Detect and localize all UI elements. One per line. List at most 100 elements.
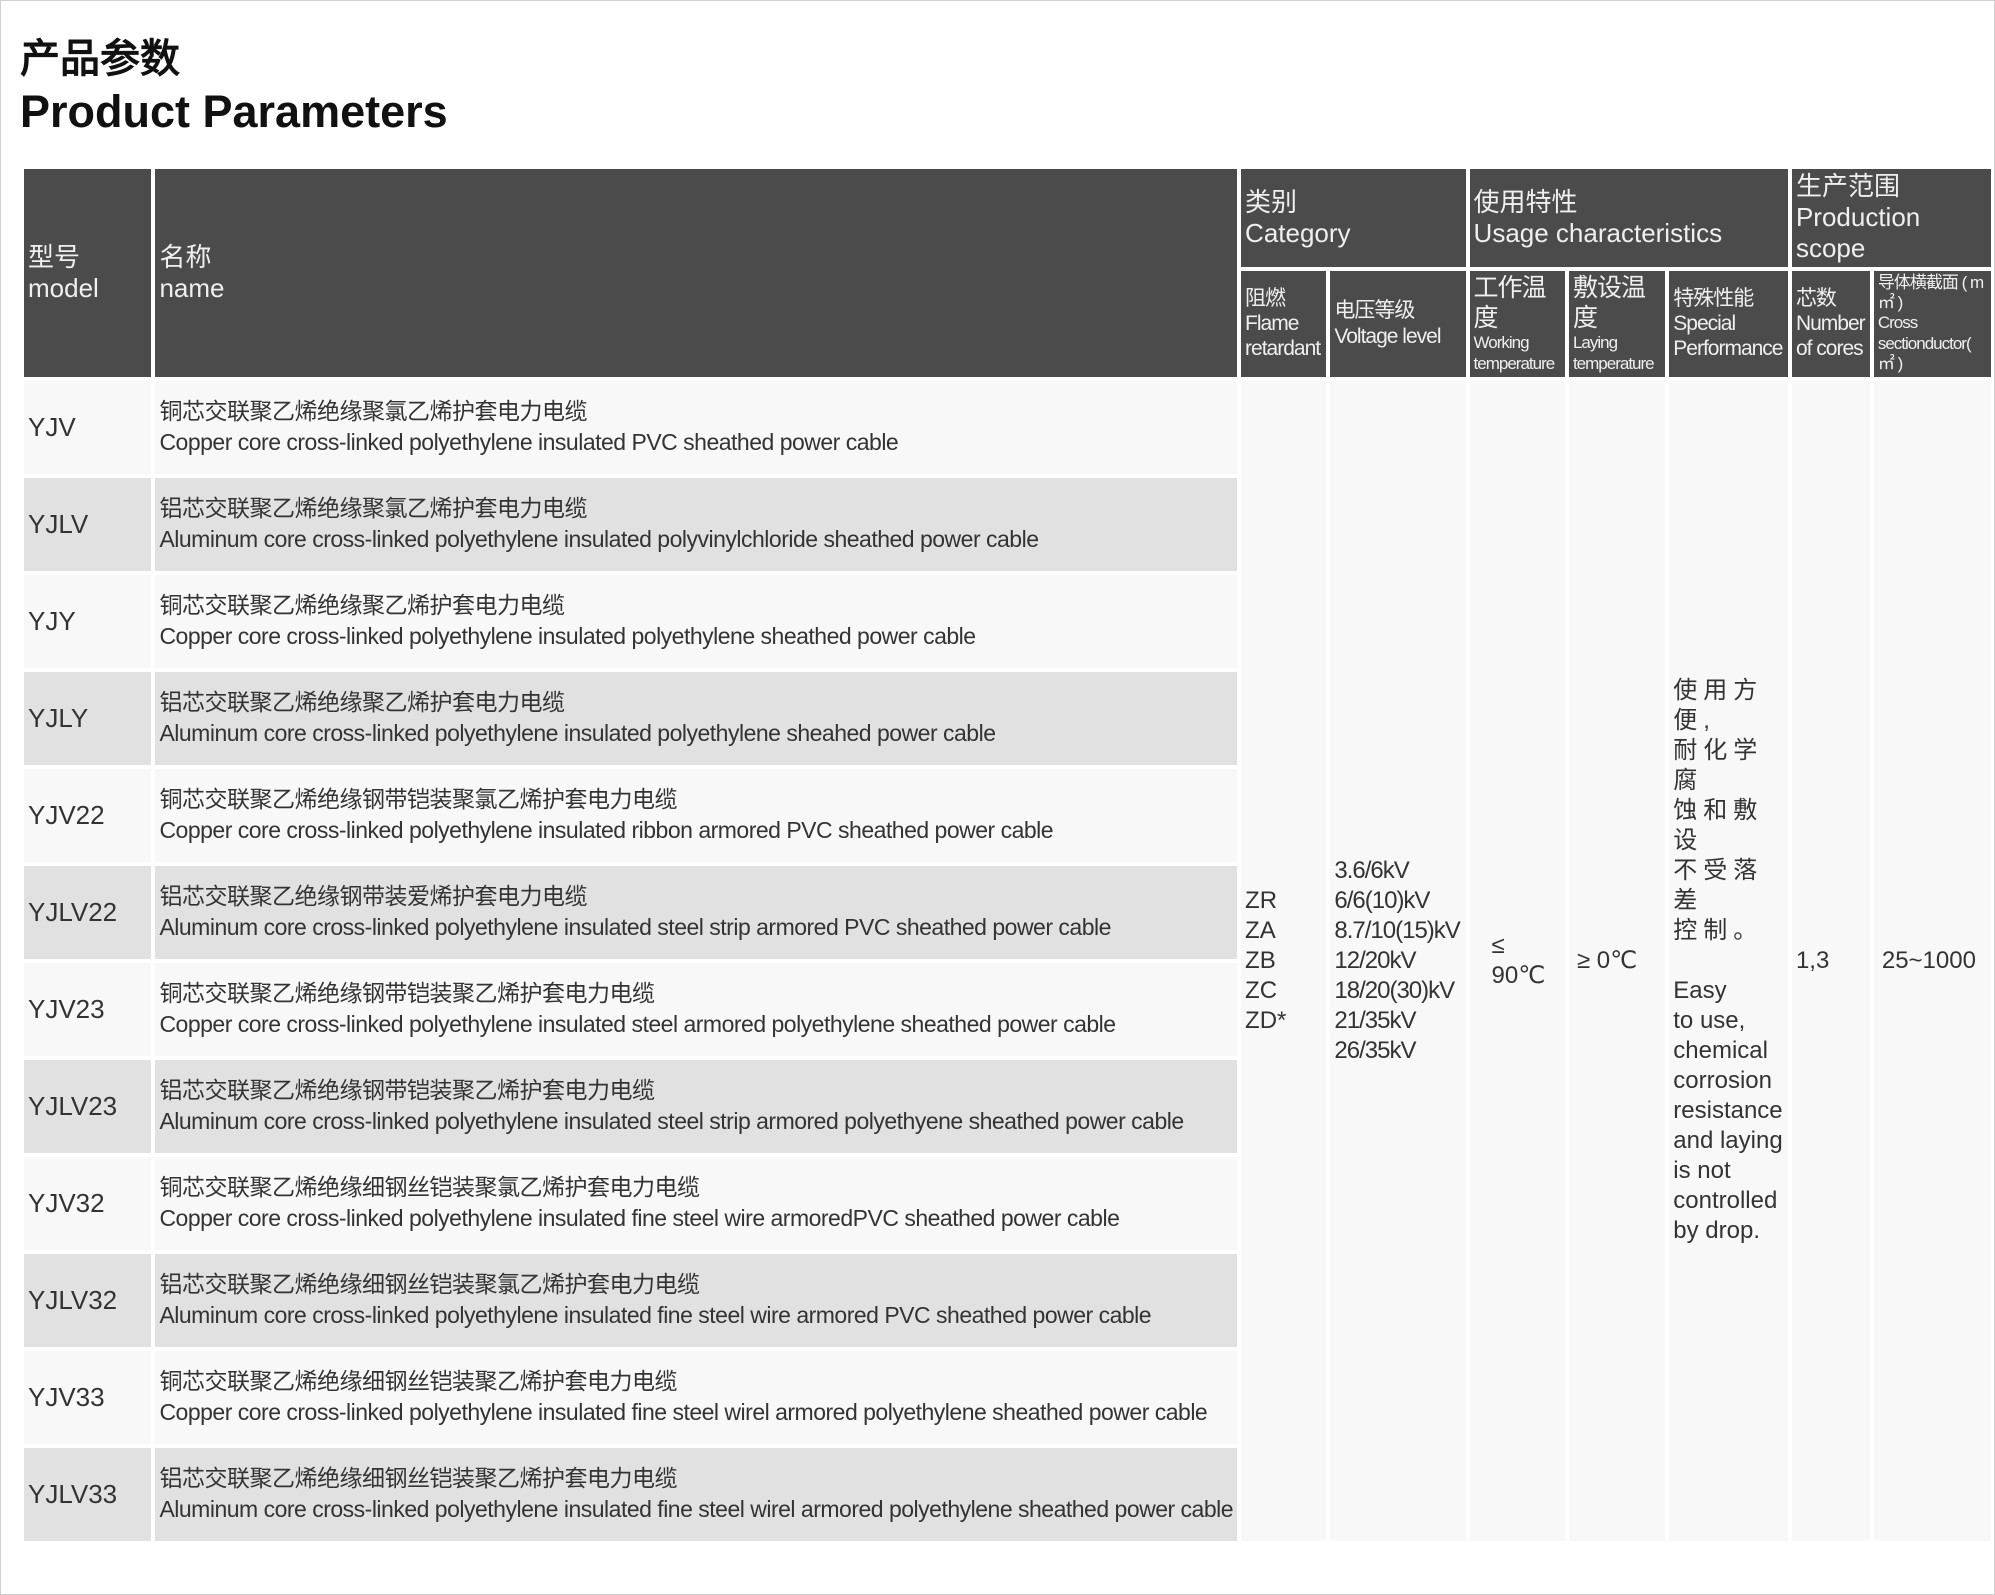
voltage-value: 12/20kV: [1334, 946, 1416, 974]
name-cn: 铝芯交联聚乙烯绝缘聚乙烯护套电力电缆: [159, 688, 565, 715]
header-special-cn: 特殊性能: [1673, 286, 1754, 310]
special-cn-line: 使用方便,: [1673, 676, 1764, 734]
header-usage: 使用特性 Usage characteristics: [1469, 169, 1788, 267]
name-en: Copper core cross-linked polyethylene in…: [159, 1205, 1120, 1232]
flame-retardant-cell: ZR ZA ZB ZC ZD*: [1241, 380, 1327, 1541]
model-cell: YJLV33: [24, 1447, 152, 1541]
name-cell: 铝芯交联聚乙绝缘钢带装爱烯护套电力电缆 Aluminum core cross-l…: [155, 865, 1238, 959]
name-cell: 铜芯交联聚乙烯绝缘聚乙烯护套电力电缆 Copper core cross-link…: [155, 574, 1238, 668]
voltage-level-cell: 3.6/6kV 6/6(10)kV 8.7/10(15)kV 12/20kV 18/20…: [1330, 380, 1466, 1541]
name-en: Copper core cross-linked polyethylene in…: [159, 623, 976, 650]
name-en: Copper core cross-linked polyethylene in…: [159, 429, 899, 456]
header-special-en2: Performance: [1673, 337, 1783, 361]
special-performance-cell: 使用方便, 耐化学腐 蚀和敷设 不受落差 控制。 Easy to use, chemical…: [1669, 380, 1788, 1541]
voltage-value: 26/35kV: [1334, 1036, 1416, 1064]
name-cn: 铜芯交联聚乙烯绝缘细钢丝铠装聚乙烯护套电力电缆: [159, 1367, 677, 1394]
header-category: 类别 Category: [1241, 169, 1466, 267]
header-name-cn: 名称: [159, 241, 212, 272]
table-body: YJV 铜芯交联聚乙烯绝缘聚氯乙烯护套电力电缆 Copper core cross-…: [24, 380, 1991, 1541]
flame-value: ZB: [1245, 946, 1276, 974]
name-cn: 铜芯交联聚乙烯绝缘聚氯乙烯护套电力电缆: [159, 397, 587, 424]
header-model: 型号 model: [24, 169, 152, 377]
name-cn: 铜芯交联聚乙烯绝缘聚乙烯护套电力电缆: [159, 591, 565, 618]
model-cell: YJLV: [24, 477, 152, 571]
flame-value: ZA: [1245, 916, 1276, 944]
name-cn: 铝芯交联聚乙烯绝缘细钢丝铠装聚氯乙烯护套电力电缆: [159, 1270, 700, 1297]
special-en-line: Easy: [1673, 976, 1727, 1004]
flame-value: ZR: [1245, 886, 1278, 914]
table-row: YJLV23 铝芯交联聚乙烯绝缘钢带铠装聚乙烯护套电力电缆 Aluminum cor…: [24, 1059, 1991, 1153]
header-cores: 芯数 Number of cores: [1791, 270, 1870, 377]
table-row: YJY 铜芯交联聚乙烯绝缘聚乙烯护套电力电缆 Copper core cross-l…: [24, 574, 1991, 668]
model-cell: YJLV23: [24, 1059, 152, 1153]
cores-cell: 1,3: [1791, 380, 1870, 1541]
name-cn: 铜芯交联聚乙烯绝缘细钢丝铠装聚氯乙烯护套电力电缆: [159, 1173, 700, 1200]
name-cell: 铝芯交联聚乙烯绝缘聚氯乙烯护套电力电缆 Aluminum core cross-l…: [155, 477, 1238, 571]
header-voltage-cn: 电压等级: [1334, 299, 1415, 323]
header-voltage-en: Voltage level: [1334, 324, 1441, 348]
table-row: YJLV32 铝芯交联聚乙烯绝缘细钢丝铠装聚氯乙烯护套电力电缆 Aluminum c…: [24, 1253, 1991, 1347]
header-name-en: name: [159, 272, 225, 303]
special-en-line: chemical: [1673, 1036, 1768, 1064]
model-cell: YJY: [24, 574, 152, 668]
name-en: Aluminum core cross-linked polyethylene …: [159, 1496, 1234, 1523]
voltage-value: 18/20(30)kV: [1334, 976, 1455, 1004]
special-cn-line: 不受落差: [1673, 856, 1764, 914]
flame-value: ZC: [1245, 976, 1278, 1004]
voltage-value: 8.7/10(15)kV: [1334, 916, 1460, 944]
model-cell: YJV23: [24, 962, 152, 1056]
header-working-en2: temperature: [1473, 353, 1556, 373]
header-usage-en: Usage characteristics: [1473, 217, 1723, 248]
name-en: Aluminum core cross-linked polyethylene …: [159, 1302, 1152, 1329]
table-row: YJV23 铜芯交联聚乙烯绝缘钢带铠装聚乙烯护套电力电缆 Copper core c…: [24, 962, 1991, 1056]
name-cell: 铜芯交联聚乙烯绝缘钢带铠装聚氯乙烯护套电力电缆 Copper core cross…: [155, 768, 1238, 862]
header-special-en1: Special: [1673, 311, 1736, 335]
voltage-value: 3.6/6kV: [1334, 856, 1409, 884]
name-en: Aluminum core cross-linked polyethylene …: [159, 914, 1111, 941]
name-en: Copper core cross-linked polyethylene in…: [159, 1399, 1208, 1426]
voltage-value: 6/6(10)kV: [1334, 886, 1430, 914]
header-cross-en: Cross sectionductor( ㎡ ): [1877, 313, 1972, 374]
header-model-cn: 型号: [28, 241, 81, 272]
model-cell: YJV33: [24, 1350, 152, 1444]
special-cn-line: 耐化学腐: [1673, 736, 1764, 794]
name-en: Aluminum core cross-linked polyethylene …: [159, 720, 996, 747]
special-en-line: controlled: [1673, 1186, 1778, 1214]
name-cell: 铜芯交联聚乙烯绝缘聚氯乙烯护套电力电缆 Copper core cross-lin…: [155, 380, 1238, 474]
header-category-cn: 类别: [1245, 186, 1298, 217]
header-working-temp: 工作温度 Working temperature: [1469, 270, 1565, 377]
header-category-en: Category: [1245, 217, 1351, 248]
cross-section-cell: 25~1000: [1873, 380, 1991, 1541]
header-cross-cn: 导体横截面 ( m㎡ ): [1877, 272, 1984, 312]
name-cn: 铜芯交联聚乙烯绝缘钢带铠装聚氯乙烯护套电力电缆: [159, 785, 677, 812]
voltage-value: 21/35kV: [1334, 1006, 1416, 1034]
name-en: Copper core cross-linked polyethylene in…: [159, 817, 1054, 844]
model-cell: YJV32: [24, 1156, 152, 1250]
name-cn: 铝芯交联聚乙烯绝缘钢带铠装聚乙烯护套电力电缆: [159, 1076, 655, 1103]
table-row: YJV22 铜芯交联聚乙烯绝缘钢带铠装聚氯乙烯护套电力电缆 Copper core …: [24, 768, 1991, 862]
header-flame: 阻燃 Flame retardant: [1241, 270, 1327, 377]
name-cell: 铝芯交联聚乙烯绝缘聚乙烯护套电力电缆 Aluminum core cross-li…: [155, 671, 1238, 765]
header-flame-en2: retardant: [1245, 337, 1321, 361]
model-cell: YJV22: [24, 768, 152, 862]
special-spacer: [1673, 946, 1784, 976]
table-row: YJV32 铜芯交联聚乙烯绝缘细钢丝铠装聚氯乙烯护套电力电缆 Copper core…: [24, 1156, 1991, 1250]
special-en-line: and laying: [1673, 1126, 1783, 1154]
header-cores-en2: of cores: [1795, 337, 1864, 361]
table-row: YJV 铜芯交联聚乙烯绝缘聚氯乙烯护套电力电缆 Copper core cross-…: [24, 380, 1991, 1541]
laying-temp-cell: ≥ 0℃: [1568, 380, 1666, 1541]
special-cn-line: 控制。: [1673, 916, 1764, 944]
name-en: Aluminum core cross-linked polyethylene …: [159, 526, 1039, 553]
model-cell: YJLV22: [24, 865, 152, 959]
table-row: YJV33 铜芯交联聚乙烯绝缘细钢丝铠装聚乙烯护套电力电缆 Copper core …: [24, 1350, 1991, 1444]
table-row: YJLV22 铝芯交联聚乙绝缘钢带装爱烯护套电力电缆 Aluminum core c…: [24, 865, 1991, 959]
page-title-cn: 产品参数: [20, 37, 180, 81]
table-row: YJLV 铝芯交联聚乙烯绝缘聚氯乙烯护套电力电缆 Aluminum core cro…: [24, 477, 1991, 571]
name-cell: 铝芯交联聚乙烯绝缘细钢丝铠装聚乙烯护套电力电缆 Aluminum core cro…: [155, 1447, 1238, 1541]
header-model-en: model: [28, 272, 99, 303]
model-cell: YJLY: [24, 671, 152, 765]
name-cn: 铝芯交联聚乙绝缘钢带装爱烯护套电力电缆: [159, 882, 587, 909]
header-voltage: 电压等级 Voltage level: [1330, 270, 1466, 377]
header-usage-cn: 使用特性: [1473, 186, 1578, 217]
header-cross-section: 导体横截面 ( m㎡ ) Cross sectionductor( ㎡ ): [1873, 270, 1991, 377]
